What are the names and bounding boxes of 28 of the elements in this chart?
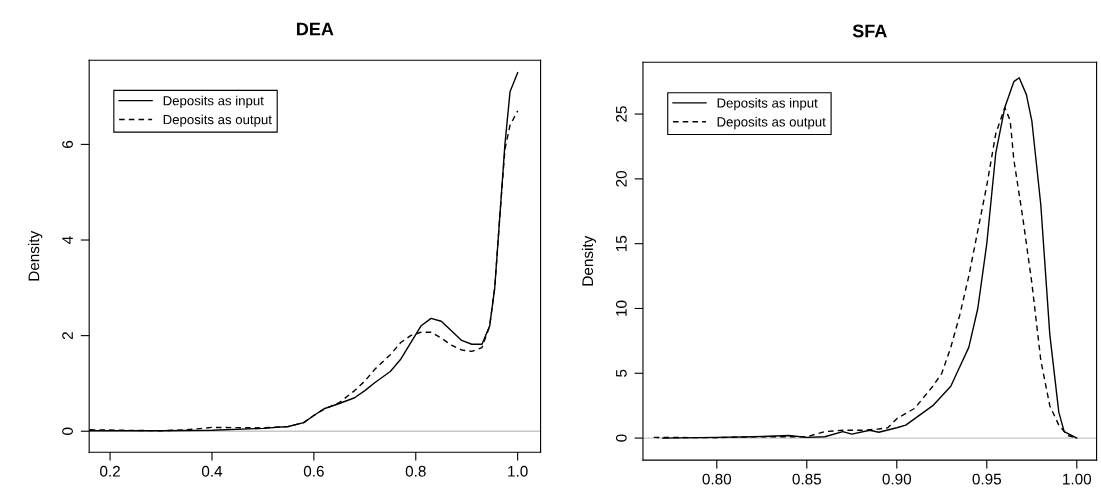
y-tick-label: 15 — [616, 235, 627, 251]
chart-title: DEA — [297, 22, 334, 36]
x-tick-label: 0.80 — [702, 473, 732, 485]
x-tick-label: 0.85 — [792, 473, 822, 485]
y-tick-label: 4 — [62, 236, 73, 244]
x-tick-label: 0.8 — [405, 465, 426, 477]
y-tick-label: 25 — [615, 106, 627, 122]
y-axis-title: Density — [581, 235, 597, 286]
x-tick-label: 0.2 — [100, 465, 120, 477]
x-tick-label: 0.4 — [201, 465, 223, 477]
x-tick-label: 0.90 — [882, 473, 912, 485]
y-tick-label: 5 — [616, 369, 627, 377]
x-tick-label: 1.0 — [508, 465, 528, 477]
legend-label: Deposits as output — [163, 114, 272, 127]
x-tick-label: 0.95 — [972, 473, 1002, 485]
legend-label: Deposits as output — [717, 116, 826, 130]
legend-label: Deposits as input — [163, 95, 264, 108]
y-axis-title: Density — [28, 230, 43, 281]
y-tick-label: 0 — [62, 427, 73, 435]
legend-label: Deposits as input — [717, 97, 818, 111]
y-tick-label: 2 — [62, 332, 73, 340]
x-tick-label: 1.00 — [1063, 473, 1092, 485]
chart-title: SFA — [852, 24, 887, 38]
y-tick-label: 20 — [615, 170, 627, 187]
y-tick-label: 6 — [62, 140, 73, 148]
x-tick-label: 0.6 — [303, 465, 324, 477]
y-tick-label: 10 — [615, 300, 627, 316]
y-tick-label: 0 — [615, 434, 627, 442]
